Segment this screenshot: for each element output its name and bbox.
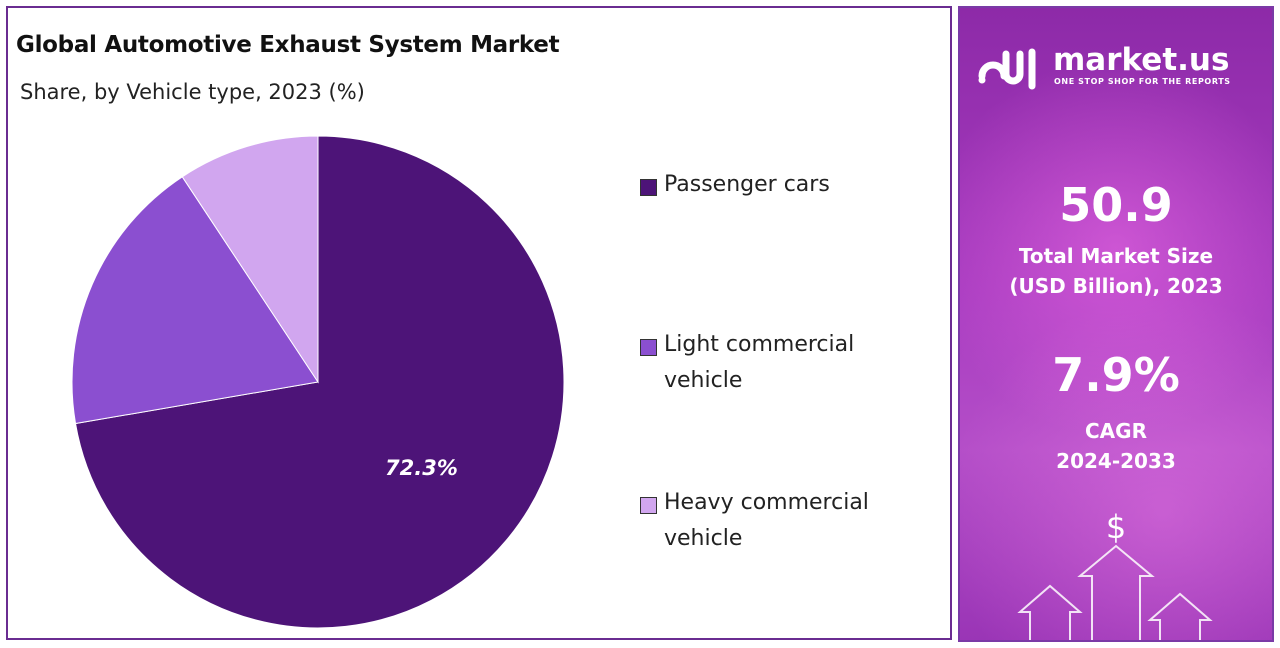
logo-tagline: ONE STOP SHOP FOR THE REPORTS bbox=[1054, 77, 1231, 86]
chart-title: Global Automotive Exhaust System Market bbox=[16, 32, 560, 58]
chart-panel: Global Automotive Exhaust System Market … bbox=[6, 6, 952, 640]
data-label: 72.3% bbox=[385, 456, 458, 480]
legend-swatch bbox=[640, 179, 657, 196]
legend-swatch bbox=[640, 497, 657, 514]
pie-slice-heavy-commercial-vehicle bbox=[181, 135, 319, 384]
market-size-value: 50.9 bbox=[1059, 178, 1173, 232]
market-size-label: Total Market Size (USD Billion), 2023 bbox=[1009, 244, 1223, 298]
legend-item-passenger-cars: Passenger cars bbox=[640, 172, 920, 203]
cagr-label: CAGR 2024-2033 bbox=[1056, 419, 1176, 473]
market-us-logo-icon bbox=[978, 48, 1036, 90]
growth-arrows-graphic: $ bbox=[1017, 508, 1213, 640]
dollar-icon: $ bbox=[1106, 508, 1126, 546]
legend-item-light-commercial: Light commercial vehicle bbox=[640, 332, 920, 399]
legend-item-heavy-commercial: Heavy commercial vehicle bbox=[640, 490, 920, 557]
pie-chart: 72.3% bbox=[71, 135, 565, 629]
logo-text: market.us bbox=[1053, 42, 1230, 78]
legend-swatch bbox=[640, 339, 657, 356]
pie-slice-passenger-cars bbox=[74, 135, 565, 629]
legend-label: Light commercial vehicle bbox=[664, 332, 855, 393]
pie-slice-light-commercial-vehicle bbox=[71, 176, 319, 425]
chart-subtitle: Share, by Vehicle type, 2023 (%) bbox=[20, 80, 365, 104]
legend-label: Heavy commercial vehicle bbox=[664, 490, 869, 551]
cagr-value: 7.9% bbox=[1052, 348, 1180, 402]
summary-panel: market.us ONE STOP SHOP FOR THE REPORTS … bbox=[958, 6, 1274, 642]
legend-label: Passenger cars bbox=[664, 172, 830, 197]
